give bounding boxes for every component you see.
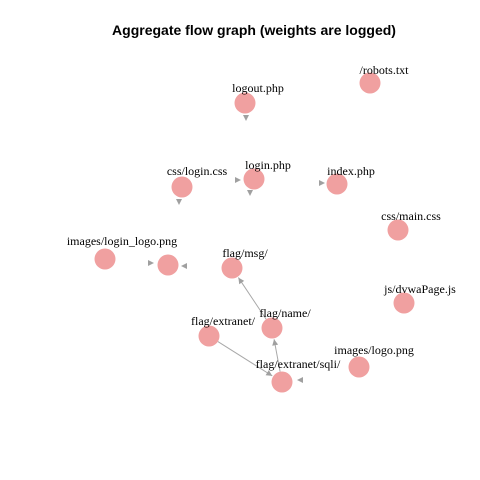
arrowhead-flag_name-to-flag_msg [238, 277, 245, 285]
node-label-main_css: css/main.css [381, 209, 441, 223]
node-label-dvwa_js: js/dvwaPage.js [383, 282, 456, 296]
node-flag_extranet [198, 325, 220, 347]
nodes-layer [94, 72, 415, 393]
edge-flag_name-to-flag_msg [237, 277, 267, 320]
node-unlabeled [157, 254, 179, 276]
labels-layer: /robots.txt logout.php css/login.css login.… [67, 63, 456, 371]
node-login_logo [94, 248, 116, 270]
arrowhead-login_php-3 [247, 190, 253, 196]
node-label-images_logo: images/logo.png [334, 343, 414, 357]
node-login_php [243, 168, 265, 190]
arrowhead-unlabeled-6 [181, 263, 187, 269]
node-main_css [387, 219, 409, 241]
node-logout [234, 92, 256, 114]
node-dvwa_js [393, 292, 415, 314]
node-label-flag_msg: flag/msg/ [222, 246, 268, 260]
arrowhead-flag_sqli-to-flag_name [272, 339, 279, 346]
arrowhead-logout-0 [243, 115, 249, 121]
arrowhead-flag_sqli-7 [297, 377, 303, 383]
node-index [326, 173, 348, 195]
node-label-flag_extranet: flag/extranet/ [191, 314, 256, 328]
node-label-logout: logout.php [232, 81, 284, 95]
node-label-login_logo: images/login_logo.png [67, 234, 177, 248]
node-flag_name [261, 317, 283, 339]
node-label-login_css: css/login.css [167, 164, 228, 178]
node-label-login_php: login.php [245, 158, 291, 172]
arrowhead-flag_extranet-to-flag_sqli [265, 370, 273, 376]
node-robots [359, 72, 381, 94]
node-flag_msg [221, 257, 243, 279]
node-flag_sqli [271, 371, 293, 393]
arrows-layer [148, 115, 325, 383]
graph-title: Aggregate flow graph (weights are logged… [112, 22, 396, 38]
node-label-flag_name: flag/name/ [259, 306, 311, 320]
node-images_logo [348, 356, 370, 378]
node-label-index: index.php [327, 164, 375, 178]
edge-flag_extranet-to-flag_sqli [217, 341, 273, 377]
arrowhead-login_php-2 [235, 177, 241, 183]
arrowhead-index-4 [319, 180, 325, 186]
arrowhead-unlabeled-5 [148, 260, 154, 266]
node-label-robots: /robots.txt [359, 63, 409, 77]
node-login_css [171, 176, 193, 198]
node-label-flag_sqli: flag/extranet/sqli/ [256, 357, 341, 371]
arrowhead-login_css-1 [176, 199, 182, 205]
